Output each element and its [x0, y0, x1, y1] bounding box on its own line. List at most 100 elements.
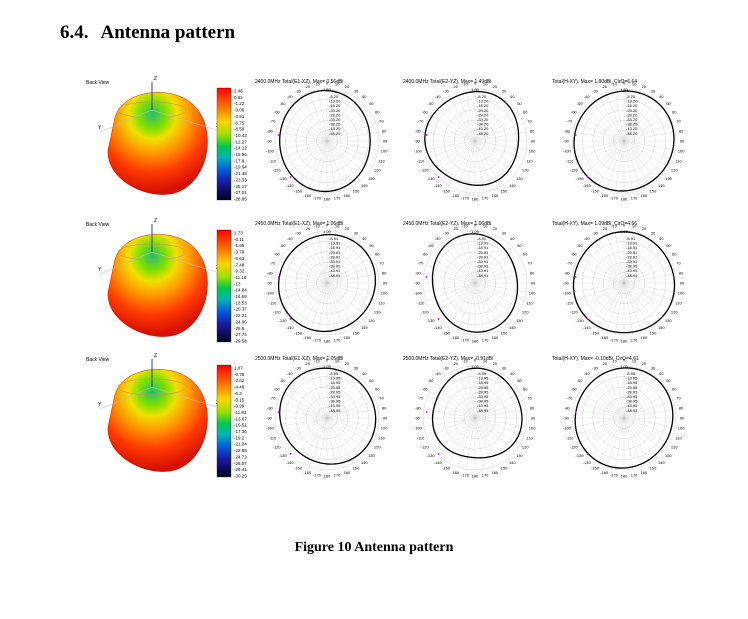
polar-grid-spoke — [474, 372, 502, 419]
colorbar-tick-label: 1.07 — [234, 366, 243, 371]
x-axis-line — [151, 386, 217, 408]
polar-grid-spoke — [572, 408, 625, 419]
polar-angle-label: 170 — [631, 196, 638, 201]
colorbar-tick-label: -2.62 — [234, 378, 245, 383]
polar-grid-spoke — [474, 131, 527, 142]
polar-grid-spoke — [578, 282, 625, 310]
polar-ring-label: -48.20 — [626, 131, 638, 136]
polar-plot-title: Total(H-XY), Max= 1.80dBi, CirO=6.64 — [552, 79, 637, 85]
polar-grid-spoke — [326, 256, 373, 284]
section-title: Antenna pattern — [100, 22, 236, 43]
polar-angle-label: 180 — [472, 474, 479, 479]
polar-grid-spoke — [614, 231, 625, 284]
polar-angle-label: -100 — [563, 426, 572, 431]
polar-angle-label: -60 — [571, 252, 578, 257]
polar-angle-label: 130 — [665, 453, 672, 458]
polar-ring-label: -13.91 — [477, 241, 489, 246]
polar-angle-label: 120 — [522, 445, 529, 450]
polar-grid-spoke — [426, 400, 476, 419]
polar-grid-spoke — [614, 89, 625, 142]
polar-grid-spoke — [326, 237, 354, 284]
polar-grid-spoke — [448, 237, 476, 284]
polar-grid-spoke — [326, 265, 376, 284]
polar-grid-spoke — [575, 400, 625, 419]
polar-ring-label: -48.95 — [626, 408, 638, 413]
polar-grid-spoke — [317, 417, 328, 470]
colorbar-tick-label: -27.74 — [234, 332, 247, 337]
radiation-3d-blob — [107, 369, 208, 472]
colorbar-tick-label: -25.9 — [234, 326, 245, 331]
colorbar-tick-label: -21.48 — [234, 171, 247, 176]
polar-grid-spoke — [300, 140, 328, 187]
polar-marker — [586, 176, 589, 178]
polar-grid-spoke — [623, 282, 651, 329]
y-axis-line — [99, 109, 153, 133]
polar-angle-label: -70 — [270, 261, 277, 266]
polar-angle-label: 0 — [326, 358, 329, 363]
colorbar-tick-label: -15.96 — [234, 152, 247, 157]
polar-angle-label: 30 — [502, 230, 507, 235]
polar-grid-spoke — [300, 237, 328, 284]
polar-angle-label: 0 — [623, 223, 626, 228]
polar-angle-label: 20 — [493, 226, 498, 231]
polar-marker — [277, 411, 280, 413]
polar-angle-label: 150 — [353, 189, 360, 194]
polar-grid-spoke — [606, 92, 625, 142]
colorbar-tick-label: -22.88 — [234, 448, 247, 453]
polar-angle-label: -110 — [417, 300, 425, 305]
polar-angle-label: -170 — [313, 338, 322, 343]
polar-grid-spoke — [441, 243, 476, 284]
polar-angle-label: 100 — [529, 149, 536, 154]
polar-angle-label: -80 — [564, 405, 571, 410]
polar-grid-spoke — [281, 256, 328, 284]
polar-grid-spoke — [597, 237, 625, 284]
polar-grid-spoke — [623, 282, 664, 317]
polar-grid-spoke — [278, 265, 328, 284]
polar-angle-label: -110 — [269, 435, 277, 440]
polar-grid-spoke — [623, 140, 642, 190]
polar-angle-label: 70 — [676, 396, 681, 401]
polar-ring-label: -43.20 — [626, 126, 638, 131]
polar-grid-spoke — [300, 417, 328, 464]
polar-grid-spoke — [474, 107, 515, 142]
polar-angle-label: 110 — [526, 300, 533, 305]
polar-angle-label: 80 — [679, 270, 684, 275]
polar-grid-spoke — [326, 417, 373, 445]
polar-ring-label: -48.95 — [329, 408, 341, 413]
polar-grid-spoke — [575, 417, 625, 436]
polar-grid-spoke — [623, 282, 634, 335]
polar-grid-spoke — [590, 417, 625, 458]
polar-ring-label: -13.95 — [477, 376, 489, 381]
polar-ring-label: -23.91 — [626, 250, 638, 255]
polar-ring-label: -38.20 — [329, 122, 341, 127]
polar-angle-label: 170 — [482, 338, 489, 343]
polar-angle-label: -130 — [576, 453, 585, 458]
polar-angle-label: 50 — [517, 378, 522, 383]
polar-angle-label: -50 — [280, 101, 287, 106]
view-label: Back View — [86, 222, 110, 228]
polar-angle-label: 160 — [491, 335, 498, 340]
polar-ring-label: -13.95 — [626, 376, 638, 381]
polar-angle-label: -60 — [422, 252, 429, 257]
polar-angle-label: -20 — [304, 84, 311, 89]
polar-angle-label: -10 — [611, 358, 618, 363]
colorbar-tick-label: -16.69 — [234, 294, 247, 299]
polar-angle-label: -160 — [303, 470, 312, 475]
polar-angle-label: 130 — [516, 176, 523, 181]
polar-grid-spoke — [326, 114, 373, 142]
polar-angle-label: 0 — [326, 81, 329, 86]
polar-grid-spoke — [623, 417, 642, 467]
polar-plot-title: 2450.0MHz Total(E2-YZ), Max= 1.06dBi — [403, 221, 491, 227]
polar-grid-spoke — [474, 369, 493, 419]
colorbar-tick-label: -29.58 — [234, 339, 247, 344]
polar-angle-label: -170 — [461, 473, 470, 478]
polar-angle-label: 60 — [523, 110, 528, 115]
polar-ring-label: -23.20 — [477, 108, 489, 113]
polar-grid-spoke — [275, 273, 328, 284]
polar-grid-spoke — [465, 417, 476, 470]
polar-grid-spoke — [474, 140, 515, 175]
polar-angle-label: -80 — [564, 128, 571, 133]
y-axis-label: Y — [98, 402, 102, 408]
polar-ring-label: -28.20 — [477, 112, 489, 117]
colorbar-tick-label: -28.85 — [234, 197, 247, 202]
